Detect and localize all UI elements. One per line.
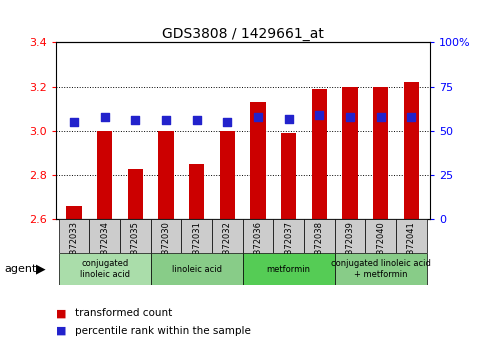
Text: GSM372039: GSM372039 — [346, 221, 355, 272]
Text: ▶: ▶ — [36, 263, 46, 275]
FancyBboxPatch shape — [181, 219, 212, 253]
Bar — [97, 131, 113, 219]
FancyBboxPatch shape — [335, 219, 366, 253]
Text: metformin: metformin — [267, 264, 311, 274]
Bar — [128, 169, 143, 219]
FancyBboxPatch shape — [243, 253, 335, 285]
FancyBboxPatch shape — [396, 219, 427, 253]
Bar — [373, 87, 388, 219]
Point — [224, 119, 231, 125]
FancyBboxPatch shape — [151, 253, 243, 285]
Bar — [220, 131, 235, 219]
Point — [131, 118, 139, 123]
Point — [315, 112, 323, 118]
Title: GDS3808 / 1429661_at: GDS3808 / 1429661_at — [162, 28, 324, 41]
Text: transformed count: transformed count — [75, 308, 172, 318]
Text: GSM372034: GSM372034 — [100, 221, 109, 272]
FancyBboxPatch shape — [120, 219, 151, 253]
Bar — [250, 102, 266, 219]
Bar — [404, 82, 419, 219]
Text: GSM372031: GSM372031 — [192, 221, 201, 272]
Point — [101, 114, 109, 120]
Text: GSM372035: GSM372035 — [131, 221, 140, 272]
Text: conjugated
linoleic acid: conjugated linoleic acid — [80, 259, 129, 279]
FancyBboxPatch shape — [89, 219, 120, 253]
Point — [408, 114, 415, 120]
Point — [285, 116, 293, 121]
FancyBboxPatch shape — [273, 219, 304, 253]
Point — [254, 114, 262, 120]
Bar — [312, 89, 327, 219]
Text: GSM372038: GSM372038 — [315, 221, 324, 272]
Point — [193, 118, 200, 123]
FancyBboxPatch shape — [243, 219, 273, 253]
Text: conjugated linoleic acid
+ metformin: conjugated linoleic acid + metformin — [331, 259, 431, 279]
FancyBboxPatch shape — [304, 219, 335, 253]
Point — [70, 119, 78, 125]
Point — [162, 118, 170, 123]
Text: GSM372030: GSM372030 — [161, 221, 170, 272]
Bar — [158, 131, 174, 219]
Text: ■: ■ — [56, 326, 66, 336]
FancyBboxPatch shape — [335, 253, 427, 285]
Text: percentile rank within the sample: percentile rank within the sample — [75, 326, 251, 336]
FancyBboxPatch shape — [212, 219, 243, 253]
Text: GSM372041: GSM372041 — [407, 221, 416, 272]
Bar — [66, 206, 82, 219]
Bar — [342, 87, 358, 219]
FancyBboxPatch shape — [151, 219, 181, 253]
Bar — [281, 133, 297, 219]
FancyBboxPatch shape — [58, 253, 151, 285]
Text: GSM372033: GSM372033 — [70, 221, 78, 272]
Text: GSM372036: GSM372036 — [254, 221, 263, 272]
Point — [346, 114, 354, 120]
Text: agent: agent — [5, 264, 37, 274]
Point — [377, 114, 384, 120]
Text: GSM372037: GSM372037 — [284, 221, 293, 272]
FancyBboxPatch shape — [58, 219, 89, 253]
Text: GSM372032: GSM372032 — [223, 221, 232, 272]
Text: ■: ■ — [56, 308, 66, 318]
Bar — [189, 164, 204, 219]
Text: linoleic acid: linoleic acid — [171, 264, 222, 274]
Text: GSM372040: GSM372040 — [376, 221, 385, 272]
FancyBboxPatch shape — [366, 219, 396, 253]
